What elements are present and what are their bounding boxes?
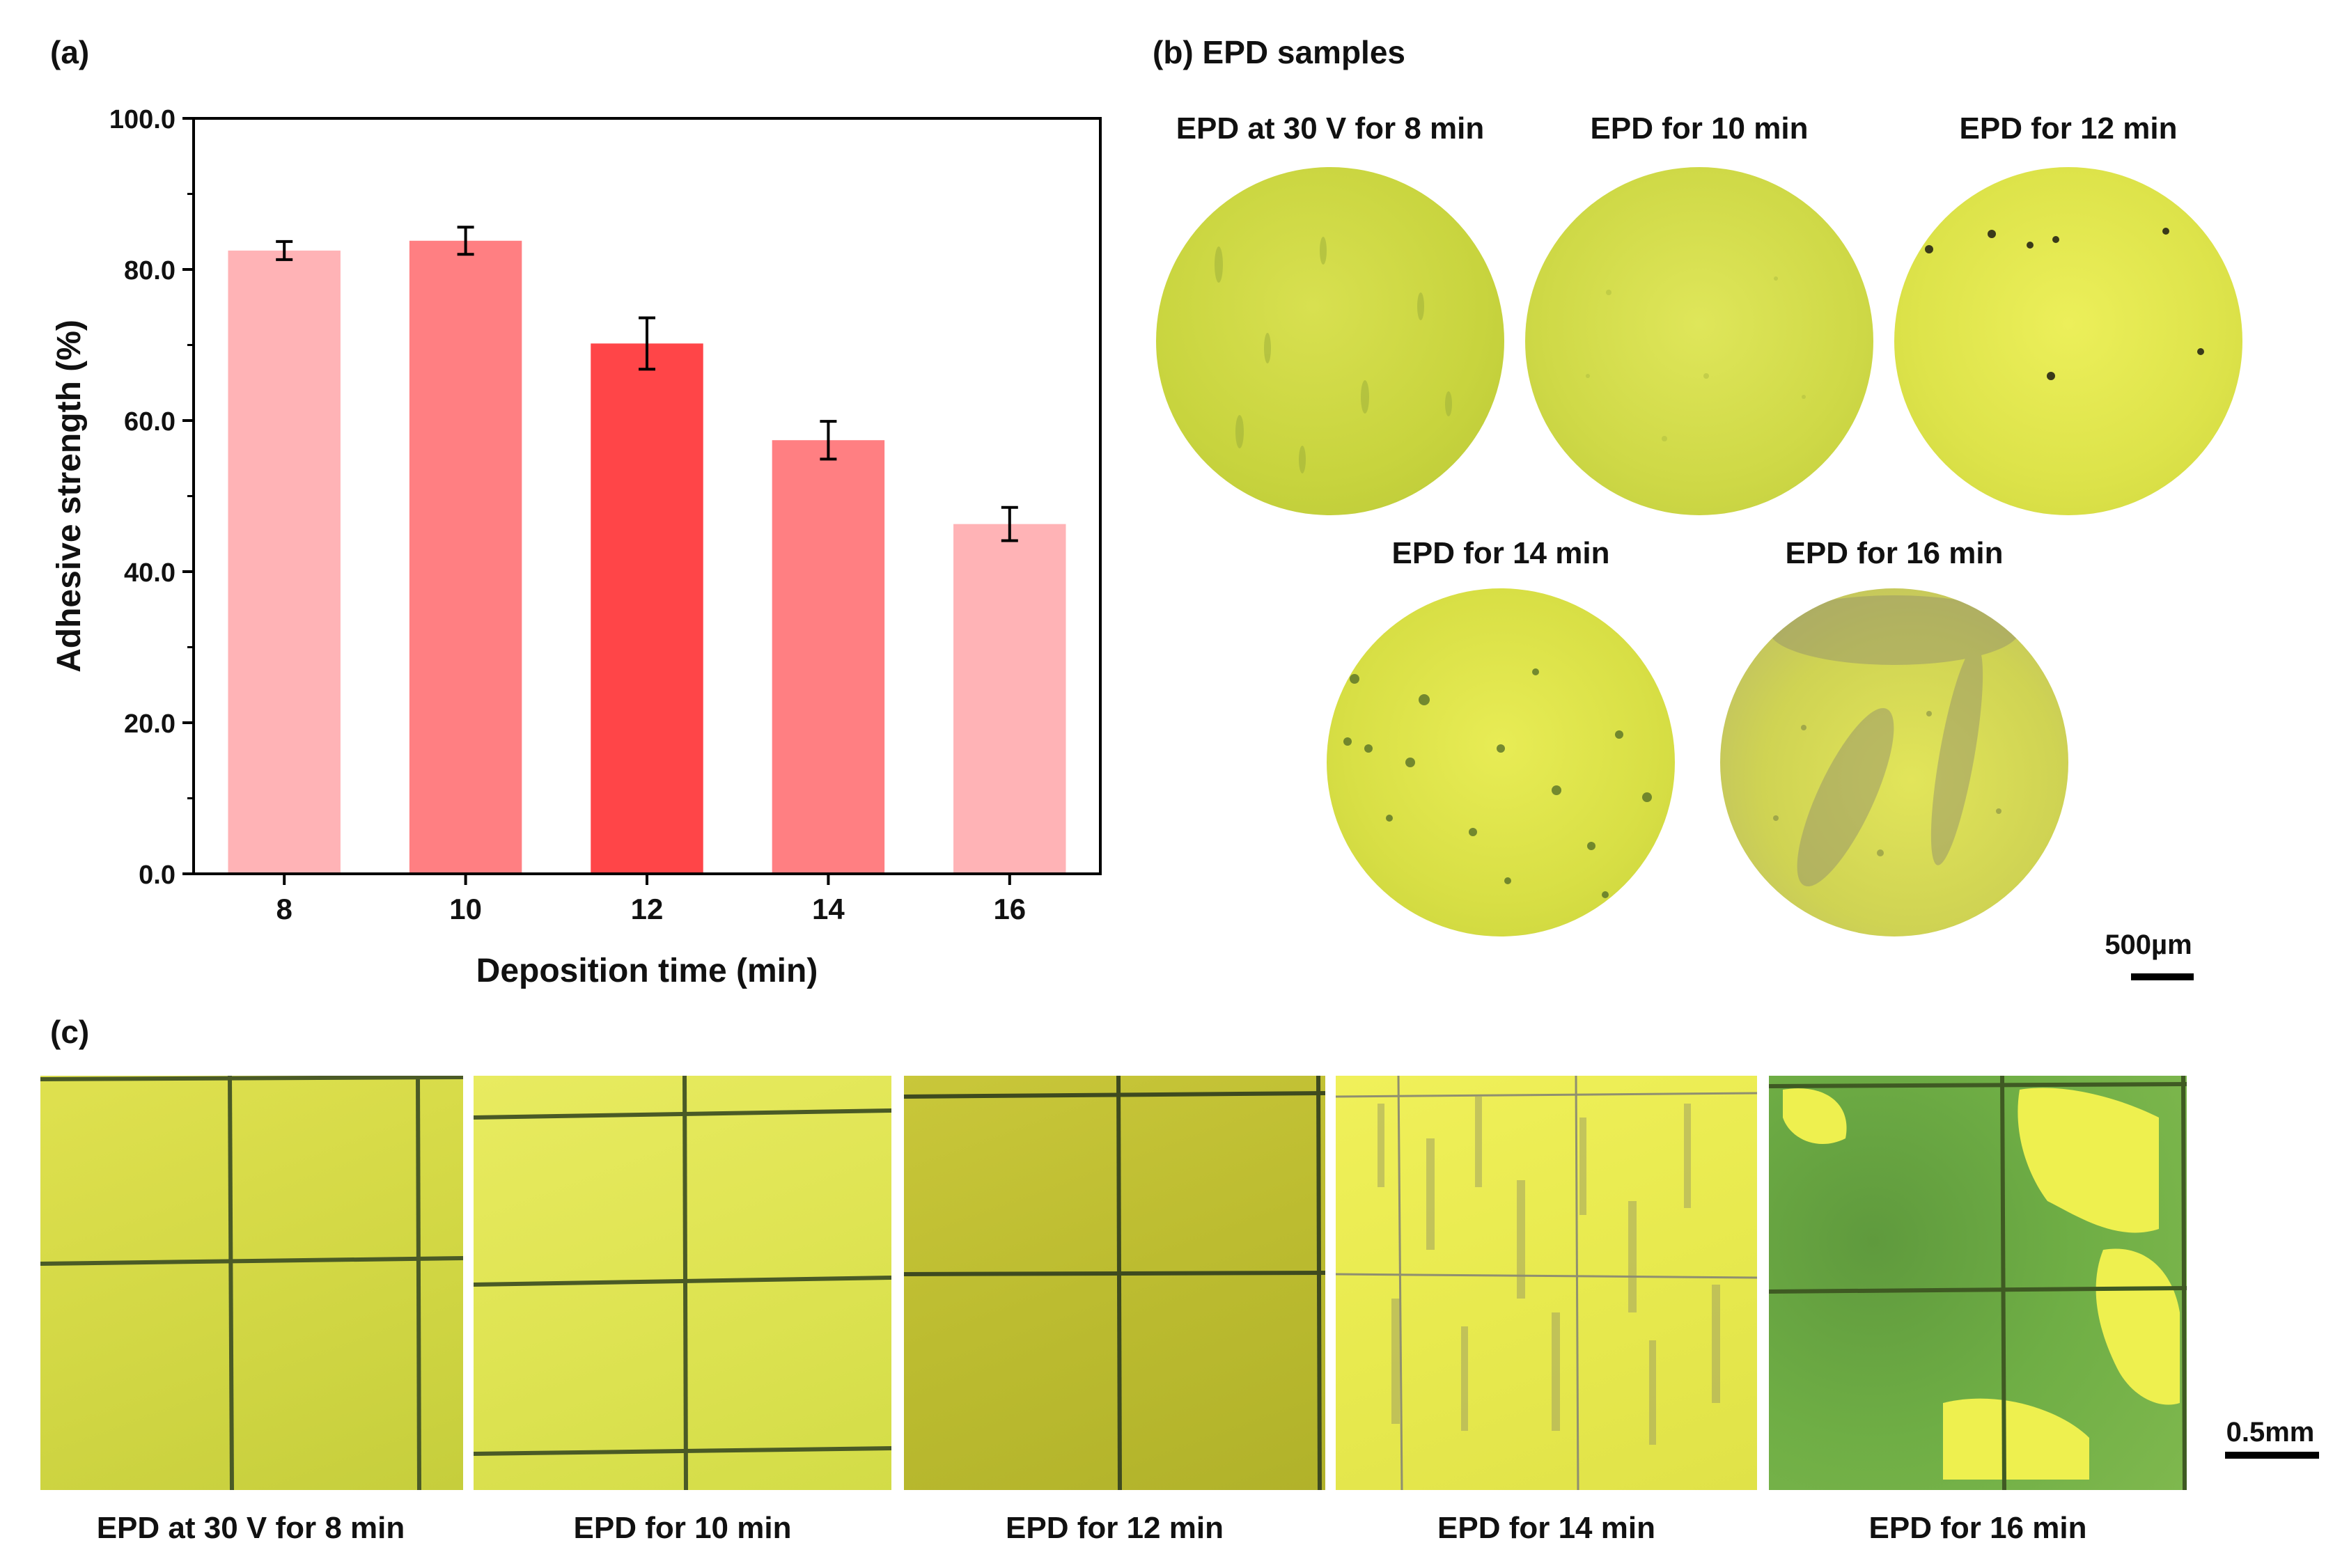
circle-texture-5 [1769, 595, 2020, 887]
epd-sample-circle-12min [1894, 167, 2242, 515]
crosscut-sample-16min [1769, 1076, 2187, 1490]
panel-c-scale-label: 0.5mm [2226, 1417, 2315, 1448]
crosscut-sample-10min [474, 1076, 891, 1490]
circle-texture-4 [1343, 668, 1652, 898]
panel-c-scale-bar [2225, 1452, 2319, 1459]
bar-14 [772, 440, 885, 874]
circle-caption-5: EPD for 16 min [1785, 536, 2004, 570]
crosscut-sample-12min [904, 1076, 1325, 1490]
panel-b-scale-bar [2131, 973, 2194, 980]
y-axis-label: Adhesive strength (%) [51, 320, 88, 673]
y-tick-label-20.0: 20.0 [124, 709, 175, 739]
crosscut-caption-1: EPD at 30 V for 8 min [96, 1511, 405, 1545]
crosscut-caption-2: EPD for 10 min [573, 1511, 792, 1545]
panel-a-label: (a) [50, 34, 90, 70]
panel-b-scale-label: 500µm [2105, 930, 2192, 960]
crosscut-grid-5 [1769, 1076, 2187, 1490]
x-tick-label-14: 14 [812, 893, 845, 925]
circle-texture-3 [1925, 228, 2204, 380]
crosscut-caption-3: EPD for 12 min [1006, 1511, 1224, 1545]
crosscut-grid-3 [904, 1076, 1325, 1490]
y-tick-label-40.0: 40.0 [124, 558, 175, 588]
crosscut-grid-1 [40, 1076, 463, 1490]
circle-caption-3: EPD for 12 min [1959, 111, 2178, 146]
epd-sample-circle-10min [1525, 167, 1873, 515]
x-tick-label-10: 10 [449, 893, 482, 925]
x-tick-label-16: 16 [993, 893, 1026, 925]
crosscut-sample-8min [40, 1076, 463, 1490]
crosscut-sample-14min [1336, 1076, 1757, 1490]
circle-caption-4: EPD for 14 min [1391, 536, 1610, 570]
circle-caption-2: EPD for 10 min [1590, 111, 1809, 146]
y-tick-label-80.0: 80.0 [124, 256, 175, 285]
panel-c-label: (c) [50, 1014, 90, 1050]
y-tick-label-100.0: 100.0 [109, 105, 175, 134]
epd-sample-circle-16min [1720, 588, 2068, 936]
bar-12 [591, 343, 703, 875]
bar-16 [953, 524, 1066, 874]
circle-texture-2 [1586, 276, 1806, 441]
circle-caption-1: EPD at 30 V for 8 min [1176, 111, 1485, 146]
crosscut-grid-4 [1336, 1076, 1757, 1490]
bar-10 [409, 240, 522, 874]
adhesive-strength-chart: 8 10 12 14 16 0.0 20.0 40.0 60.0 80.0 100.0 Deposit… [51, 105, 1102, 989]
epd-sample-circle-14min [1327, 588, 1675, 936]
bar-8 [228, 250, 341, 874]
circle-texture-1 [1215, 237, 1452, 473]
x-axis-label: Deposition time (min) [476, 952, 818, 989]
crosscut-grid-2 [474, 1076, 891, 1490]
crosscut-caption-4: EPD for 14 min [1437, 1511, 1655, 1545]
y-tick-label-0.0: 0.0 [139, 861, 175, 890]
x-tick-label-8: 8 [276, 893, 292, 925]
y-tick-label-60.0: 60.0 [124, 407, 175, 437]
panel-b-label: (b) EPD samples [1153, 34, 1405, 70]
crosscut-caption-5: EPD for 16 min [1868, 1511, 2087, 1545]
epd-sample-circle-8min [1156, 167, 1504, 515]
x-tick-label-12: 12 [631, 893, 664, 925]
